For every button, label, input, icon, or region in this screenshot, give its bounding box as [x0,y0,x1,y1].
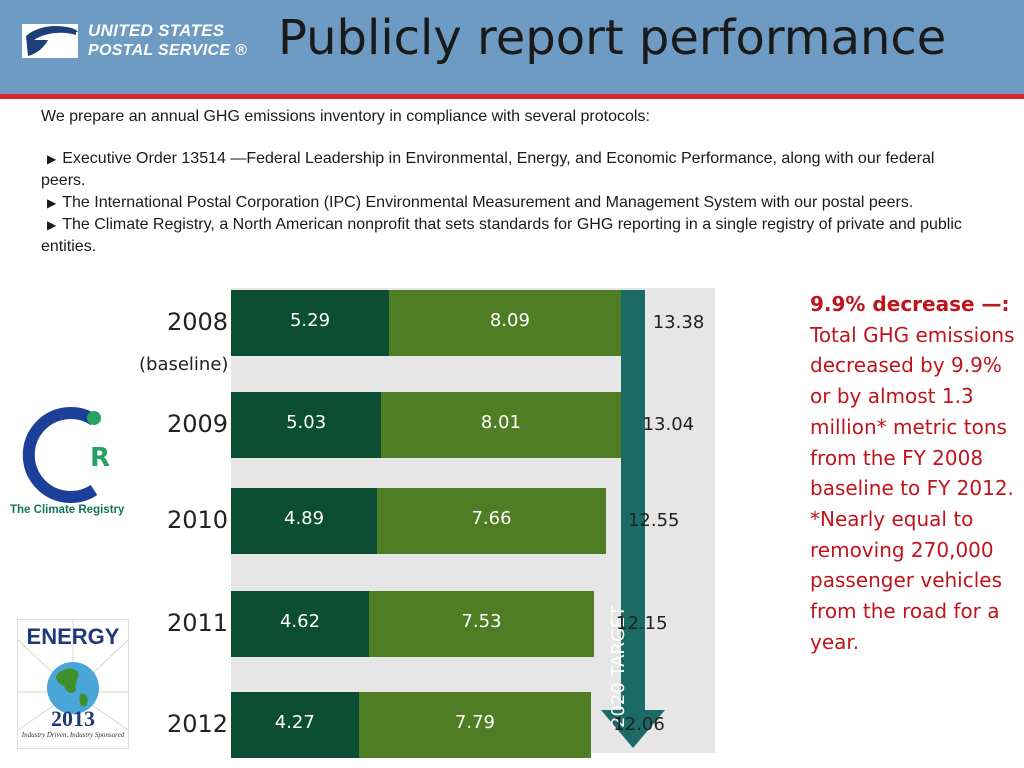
year-label-2010: 2010 [167,506,229,534]
energy-2013-logo [17,619,129,749]
header-divider [0,94,1024,99]
energy-tagline: Industry Driven, Industry Sponsored [21,731,125,739]
bar-segment-2008-2 [389,290,631,356]
usps-logo: UNITED STATES POSTAL SERVICE ® [20,18,250,68]
bullet-item: ▶ The Climate Registry, a North American … [41,214,981,258]
bar-value-label: 7.66 [471,508,512,529]
bar-total-label: 13.38 [652,312,705,333]
bar-value-label: 8.09 [489,310,530,331]
bullet-item: ▶ Executive Order 13514 —Federal Leadersh… [41,148,981,192]
year-label-2011: 2011 [167,609,229,637]
intro-text: We prepare an annual GHG emissions inven… [41,108,650,125]
bullet-arrow-icon: ▶ [47,196,57,210]
bullet-text: Executive Order 13514 —Federal Leadershi… [41,150,935,189]
bullet-item: ▶ The International Postal Corporation (I… [41,192,981,214]
logo-line-2: POSTAL SERVICE ® [88,42,248,59]
bullet-text: The International Postal Corporation (IP… [62,194,914,211]
bullet-arrow-icon: ▶ [47,152,57,166]
page-title: Publicly report performance [278,10,947,66]
energy-year: 2013 [51,706,95,731]
bar-total-label: 12.15 [616,613,668,634]
bar-value-label: 4.62 [279,611,321,632]
bar-total-label: 12.55 [627,510,680,531]
header-bar [0,0,1024,94]
climate-registry-logo: R [22,407,110,503]
bullet-text: The Climate Registry, a North American n… [41,216,962,255]
climate-registry-letter: R [90,443,110,473]
bullet-arrow-icon: ▶ [47,218,57,232]
bar-value-label: 5.03 [286,412,327,433]
year-label-2008: 2008 [167,308,229,336]
side-note-footnote: *Nearly equal to removing 270,000 passen… [810,506,1003,654]
year-label-2012: 2012 [167,710,229,738]
bar-segment-2009-1 [231,392,382,458]
bar-total-label: 13.04 [642,414,695,435]
bar-value-label: 8.01 [480,412,521,433]
target-arrow-icon [601,290,665,748]
side-note-heading: 9.9% decrease —: [810,292,1010,316]
bar-segment-2012-2 [358,692,592,758]
year-label-2009: 2009 [167,410,229,438]
bar-segment-2010-2 [377,488,606,554]
bullet-list: ▶ Executive Order 13514 —Federal Leadersh… [41,148,981,258]
bar-segment-2010-1 [231,488,378,554]
bar-value-label: 4.89 [284,508,325,529]
ghg-emissions-chart: 2020 TARGET 2008 (baseline) 5.29 8.09 13.38 2… [135,288,795,758]
bar-value-label: 5.29 [289,310,331,331]
bar-segment-2008-1 [231,290,390,356]
side-note-body: Total GHG emissions decreased by 9.9% or… [810,322,1015,501]
bar-total-label: 12.06 [613,714,665,735]
climate-registry-name: The Climate Registry [10,504,125,516]
bar-segment-2011-2 [369,591,594,657]
bar-segment-2012-1 [231,692,359,758]
bar-value-label: 7.53 [461,611,502,632]
bar-value-label: 7.79 [454,712,495,733]
bar-segment-2011-1 [231,591,370,657]
energy-word: ENERGY [26,624,120,649]
eagle-icon [22,24,78,58]
globe-icon [17,620,129,731]
bar-segment-2009-2 [381,392,621,458]
bar-value-label: 4.27 [274,712,315,733]
side-note: 9.9% decrease —: Total GHG emissions dec… [810,289,1015,657]
logo-line-1: UNITED STATES [88,21,225,40]
baseline-label: (baseline) [139,354,229,375]
